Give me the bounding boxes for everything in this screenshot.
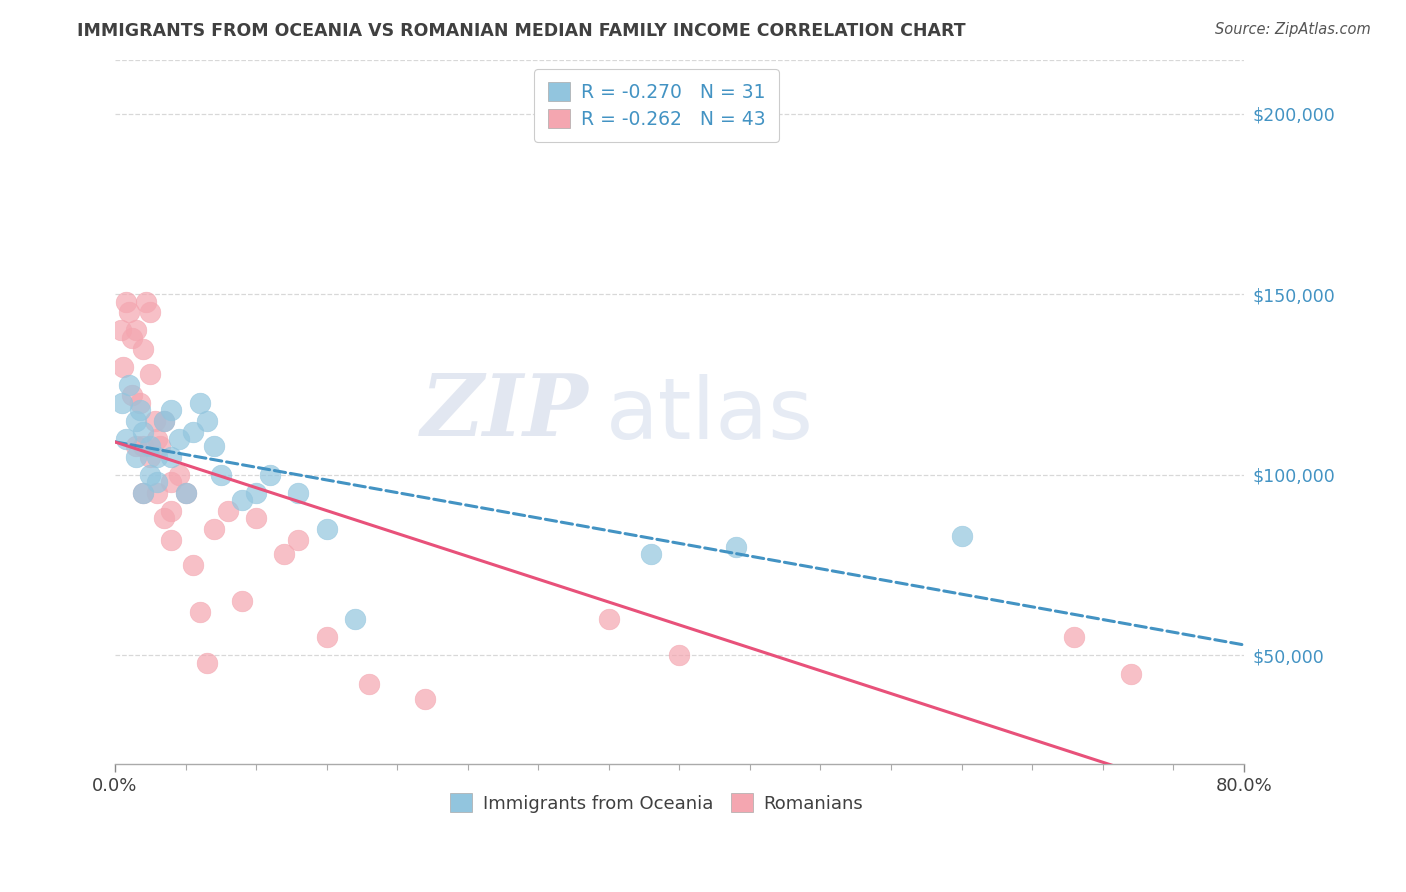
Point bbox=[357, 677, 380, 691]
Point bbox=[146, 450, 169, 464]
Point bbox=[195, 414, 218, 428]
Point bbox=[139, 450, 162, 464]
Point bbox=[118, 377, 141, 392]
Point bbox=[343, 612, 366, 626]
Point bbox=[125, 450, 148, 464]
Point bbox=[287, 486, 309, 500]
Point bbox=[217, 504, 239, 518]
Point bbox=[188, 605, 211, 619]
Point bbox=[143, 414, 166, 428]
Point bbox=[121, 388, 143, 402]
Text: Source: ZipAtlas.com: Source: ZipAtlas.com bbox=[1215, 22, 1371, 37]
Point bbox=[188, 395, 211, 409]
Point bbox=[202, 522, 225, 536]
Point bbox=[315, 522, 337, 536]
Text: ZIP: ZIP bbox=[422, 370, 589, 453]
Point bbox=[174, 486, 197, 500]
Point bbox=[202, 439, 225, 453]
Point bbox=[640, 547, 662, 561]
Point bbox=[195, 656, 218, 670]
Point bbox=[146, 486, 169, 500]
Point bbox=[273, 547, 295, 561]
Point bbox=[259, 467, 281, 482]
Point bbox=[112, 359, 135, 374]
Legend: Immigrants from Oceania, Romanians: Immigrants from Oceania, Romanians bbox=[437, 780, 876, 825]
Point bbox=[153, 414, 176, 428]
Point bbox=[125, 439, 148, 453]
Point bbox=[146, 432, 169, 446]
Point bbox=[129, 403, 152, 417]
Point bbox=[160, 450, 183, 464]
Point bbox=[287, 533, 309, 547]
Point bbox=[231, 594, 253, 608]
Point bbox=[160, 475, 183, 490]
Point bbox=[668, 648, 690, 663]
Point bbox=[181, 425, 204, 439]
Point bbox=[231, 493, 253, 508]
Point bbox=[149, 439, 172, 453]
Point bbox=[724, 540, 747, 554]
Point bbox=[110, 323, 132, 337]
Point bbox=[132, 486, 155, 500]
Point bbox=[181, 558, 204, 573]
Point bbox=[153, 414, 176, 428]
Point bbox=[167, 467, 190, 482]
Point bbox=[125, 323, 148, 337]
Point bbox=[132, 425, 155, 439]
Point bbox=[115, 294, 138, 309]
Point bbox=[1119, 666, 1142, 681]
Point bbox=[132, 486, 155, 500]
Point bbox=[146, 475, 169, 490]
Point bbox=[139, 367, 162, 381]
Point bbox=[415, 691, 437, 706]
Point bbox=[160, 533, 183, 547]
Point bbox=[132, 439, 155, 453]
Text: IMMIGRANTS FROM OCEANIA VS ROMANIAN MEDIAN FAMILY INCOME CORRELATION CHART: IMMIGRANTS FROM OCEANIA VS ROMANIAN MEDI… bbox=[77, 22, 966, 40]
Point bbox=[135, 294, 157, 309]
Point bbox=[160, 504, 183, 518]
Point bbox=[115, 432, 138, 446]
Point bbox=[950, 529, 973, 543]
Point bbox=[167, 432, 190, 446]
Point bbox=[160, 403, 183, 417]
Point bbox=[245, 511, 267, 525]
Point bbox=[121, 331, 143, 345]
Point bbox=[153, 511, 176, 525]
Point bbox=[245, 486, 267, 500]
Point bbox=[1063, 631, 1085, 645]
Point bbox=[129, 395, 152, 409]
Point bbox=[598, 612, 620, 626]
Point bbox=[139, 467, 162, 482]
Point bbox=[174, 486, 197, 500]
Point bbox=[111, 395, 134, 409]
Point bbox=[118, 305, 141, 319]
Point bbox=[125, 414, 148, 428]
Point bbox=[132, 342, 155, 356]
Point bbox=[139, 305, 162, 319]
Point bbox=[139, 439, 162, 453]
Text: atlas: atlas bbox=[606, 374, 814, 457]
Point bbox=[209, 467, 232, 482]
Point bbox=[315, 631, 337, 645]
